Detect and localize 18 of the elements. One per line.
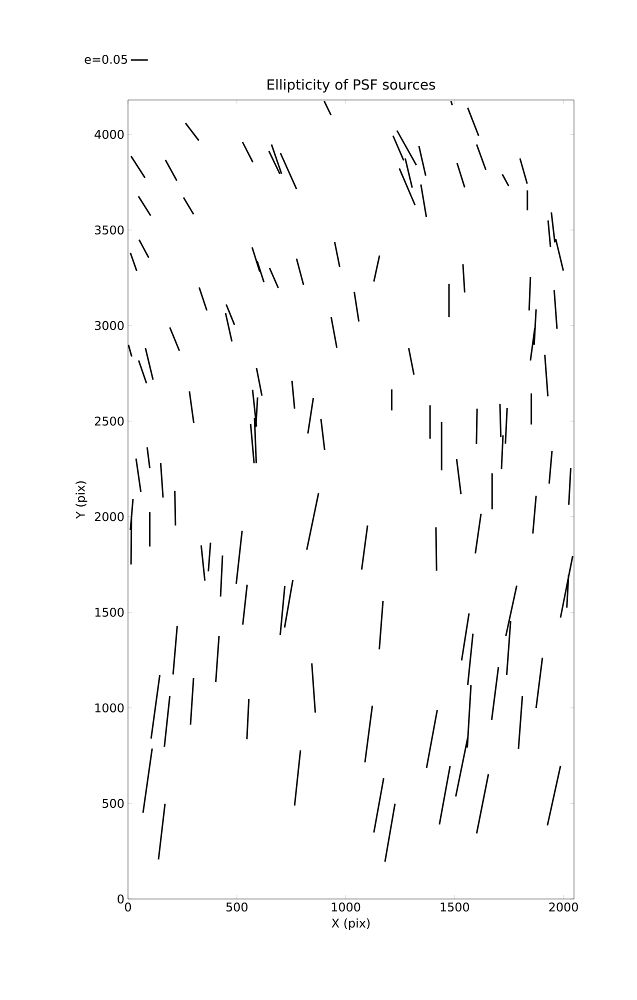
y-axis-title: Y (pix) [76, 481, 88, 519]
y-tick-label: 2000 [94, 512, 124, 522]
y-tick-label: 500 [102, 798, 124, 808]
y-tick-label: 1500 [95, 608, 124, 617]
y-tick-label: 3500 [94, 225, 124, 234]
x-tick-label: 1500 [440, 902, 470, 912]
chart-title: Ellipticity of PSF sources [268, 78, 436, 92]
y-tick-label: 3000 [94, 321, 124, 330]
x-tick-label: 1000 [332, 902, 360, 912]
legend-label: e=0.05 [84, 54, 128, 64]
x-axis-title: X (pix) [332, 918, 370, 930]
x-tick-label: 2000 [549, 902, 578, 912]
x-tick-label: 500 [226, 902, 248, 912]
y-tick-label: 4000 [94, 130, 124, 139]
y-tick-label: 2500 [94, 416, 124, 426]
y-tick-label: 1000 [95, 703, 124, 712]
y-tick-label: 0 [118, 894, 124, 904]
x-tick-label: 0 [124, 902, 132, 912]
